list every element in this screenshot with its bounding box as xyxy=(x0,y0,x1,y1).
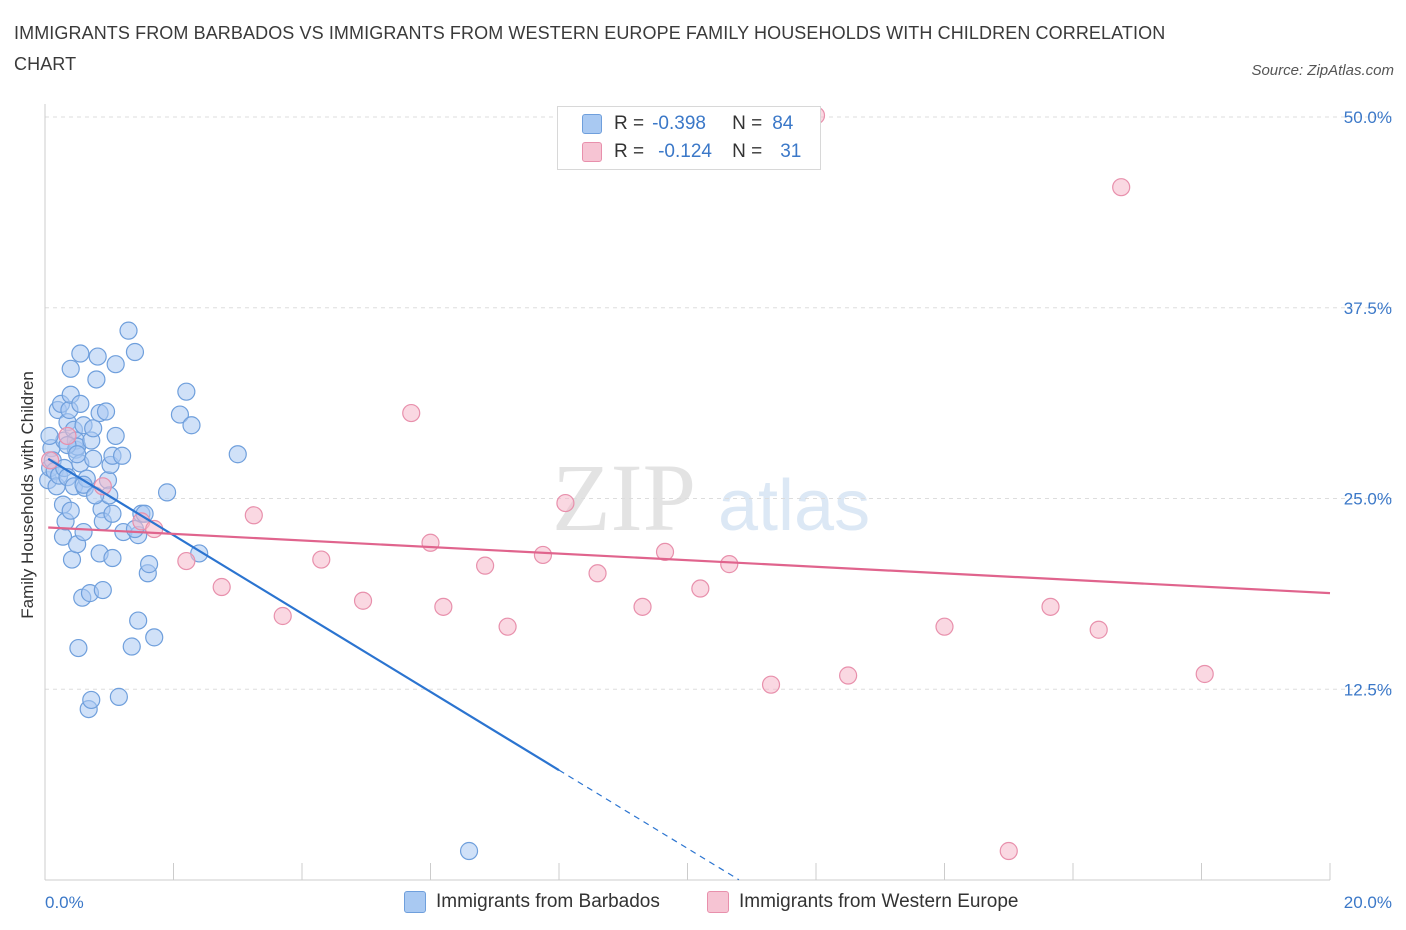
western-europe-point xyxy=(655,542,675,562)
barbados-point xyxy=(103,504,122,523)
bottom-legend-label-barbados: Immigrants from Barbados xyxy=(436,891,660,912)
bottom-legend-swatch-western-europe xyxy=(707,891,729,913)
barbados-point xyxy=(96,402,116,421)
barbados-point xyxy=(71,394,90,413)
axis-layer xyxy=(44,104,1331,881)
western-europe-point xyxy=(691,579,710,598)
western-europe-point xyxy=(402,403,421,423)
barbados-point xyxy=(74,522,93,542)
western-europe-point xyxy=(273,606,292,626)
grid-layer xyxy=(45,116,1392,690)
barbados-point xyxy=(129,611,148,630)
chart-title: IMMIGRANTS FROM BARBADOS VS IMMIGRANTS F… xyxy=(14,23,1166,74)
barbados-point xyxy=(177,382,196,401)
barbados-point xyxy=(84,419,103,438)
barbados-point xyxy=(459,841,479,861)
correlation-legend: R = -0.398 N = 84 R = -0.124 N = 31 xyxy=(557,106,821,170)
western-europe-point xyxy=(476,556,495,575)
legend-row-western-europe: R = -0.124 N = 31 xyxy=(582,140,801,164)
barbados-point xyxy=(87,370,106,389)
barbados-point xyxy=(84,449,103,468)
western-europe-point xyxy=(434,597,453,616)
barbados-point xyxy=(71,344,90,363)
barbados-point xyxy=(61,501,80,520)
western-europe-point xyxy=(244,506,263,525)
legend-r-value: -0.124 xyxy=(658,141,712,162)
western-europe-point xyxy=(761,675,781,694)
barbados-point xyxy=(109,687,128,706)
legend-r-label: R = xyxy=(614,141,645,162)
western-europe-point xyxy=(212,577,231,597)
western-europe-point xyxy=(421,533,440,552)
barbados-point xyxy=(88,347,107,366)
source-label: Source: ZipAtlas.com xyxy=(1251,62,1394,79)
barbados-point xyxy=(157,483,177,502)
legend-n-label: N = xyxy=(732,141,763,162)
barbados-point xyxy=(62,550,82,569)
barbados-point xyxy=(119,321,138,340)
tick-label-layer: 12.5% 25.0% 37.5% 50.0% 0.0% 20.0% xyxy=(45,108,1392,912)
barbados-point xyxy=(125,342,145,362)
watermark-zip: ZIP xyxy=(552,444,696,551)
barbados-point xyxy=(122,637,141,656)
y-tick-label: 12.5% xyxy=(1344,680,1392,699)
barbados-point xyxy=(182,416,201,435)
western-europe-trend-line xyxy=(48,526,1331,595)
western-europe-point xyxy=(312,550,331,569)
western-europe-point xyxy=(1041,597,1060,616)
barbados-point xyxy=(93,580,112,600)
legend-swatch-barbados xyxy=(582,114,602,134)
legend-n-label: N = xyxy=(732,113,763,134)
legend-r-value: -0.398 xyxy=(652,113,706,134)
watermark-atlas: atlas xyxy=(718,466,870,546)
legend-swatch-western-europe xyxy=(582,142,602,162)
legend-n-value: 31 xyxy=(780,141,802,162)
western-europe-point xyxy=(1195,664,1214,684)
barbados-point xyxy=(228,445,247,464)
barbados-point xyxy=(61,359,80,378)
western-europe-point xyxy=(935,617,954,636)
bottom-legend-western-europe: Immigrants from Western Europe xyxy=(707,888,1018,916)
western-europe-point xyxy=(588,564,607,583)
barbados-point xyxy=(112,446,132,465)
legend-r-label: R = xyxy=(614,113,645,134)
y-tick-label: 25.0% xyxy=(1344,490,1392,509)
legend-row-barbados: R = -0.398 N = 84 xyxy=(582,112,793,136)
barbados-point xyxy=(69,638,88,658)
barbados-trend-extension xyxy=(558,769,740,881)
barbados-point xyxy=(106,355,125,374)
trend-layer xyxy=(47,457,1331,881)
y-tick-label: 37.5% xyxy=(1344,299,1392,318)
legend-n-value: 84 xyxy=(772,113,794,134)
y-tick-label: 50.0% xyxy=(1344,108,1392,127)
western-europe-point xyxy=(999,841,1018,861)
western-europe-point xyxy=(353,591,373,610)
barbados-point xyxy=(139,555,159,574)
bottom-legend-label-western-europe: Immigrants from Western Europe xyxy=(739,891,1019,912)
western-europe-point xyxy=(720,555,739,574)
x-tick-label: 0.0% xyxy=(45,893,84,912)
barbados-trend-line xyxy=(47,457,560,772)
western-europe-point xyxy=(498,617,517,636)
western-europe-point xyxy=(177,551,196,571)
barbados-point xyxy=(103,548,122,568)
barbados-point xyxy=(145,628,164,647)
western-europe-point xyxy=(633,597,652,616)
western-europe-point xyxy=(556,493,575,513)
western-europe-point xyxy=(58,426,77,446)
barbados-point xyxy=(82,690,101,710)
bottom-legend-barbados: Immigrants from Barbados xyxy=(404,888,660,916)
western-europe-point xyxy=(1089,620,1108,639)
barbados-point xyxy=(40,426,59,446)
barbados-point xyxy=(106,426,125,446)
western-europe-point xyxy=(533,545,553,565)
western-europe-point xyxy=(1112,178,1131,197)
barbados-point xyxy=(170,405,190,424)
x-tick-label: 20.0% xyxy=(1344,893,1392,912)
western-europe-point xyxy=(839,666,858,685)
bottom-legend-swatch-barbados xyxy=(404,891,426,913)
barbados-point xyxy=(68,445,87,464)
